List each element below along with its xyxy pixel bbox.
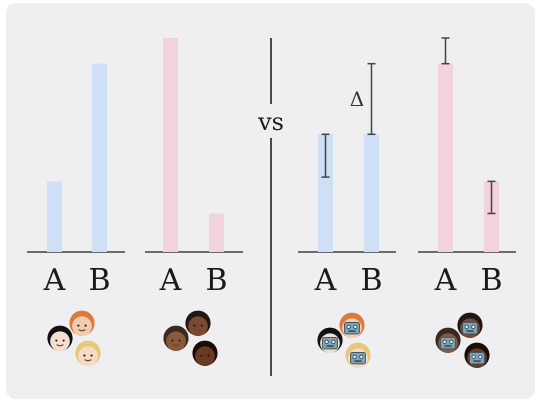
light-skin-robot-masked-group-icon-robot-mask-2 xyxy=(344,321,360,335)
panel-1-bar-b xyxy=(92,63,107,253)
panel-2-bar-a xyxy=(163,38,178,252)
dark-skin-people-group-icon-person-1 xyxy=(163,325,189,352)
light-skin-robot-masked-group-icon-robot-mask-3 xyxy=(350,351,366,365)
dark-skin-robot-masked-group-icon-robot-mask-3 xyxy=(469,351,485,365)
light-skin-robot-masked-group-icon-robot-mask-1 xyxy=(322,336,338,350)
panel-3-bar-a xyxy=(318,134,333,252)
dark-skin-people-group-icon-person-3 xyxy=(192,340,218,367)
light-skin-people-group-icon-person-3 xyxy=(75,340,101,367)
panel-2-bar-b xyxy=(209,213,224,252)
light-skin-people-group-icon-person-1 xyxy=(47,325,73,352)
panel-1-category-label-a: A xyxy=(43,263,66,298)
vs-label: vs xyxy=(257,108,284,136)
delta-label: Δ xyxy=(350,87,364,111)
panel-2-category-label-a: A xyxy=(159,263,182,298)
panel-3-category-label-b: B xyxy=(360,263,382,298)
panel-1-bar-a xyxy=(47,181,62,252)
dark-skin-people-group-icon-person-2 xyxy=(185,310,211,337)
panel-4-bar-b xyxy=(484,181,499,252)
panel-1-category-label-b: B xyxy=(88,263,110,298)
panel-4-category-label-b: B xyxy=(480,263,502,298)
dark-skin-robot-masked-group-icon-robot-mask-2 xyxy=(462,321,478,335)
panel-2-category-label-b: B xyxy=(205,263,227,298)
panel-4-bar-a xyxy=(438,63,453,253)
light-skin-people-group-icon-person-2 xyxy=(69,310,95,337)
dark-skin-robot-masked-group-icon-robot-mask-1 xyxy=(440,336,456,350)
panel-3-bar-b xyxy=(364,134,379,252)
vs-label-bg xyxy=(246,104,296,138)
panel-4-category-label-a: A xyxy=(434,263,457,298)
panel-3-category-label-a: A xyxy=(314,263,337,298)
